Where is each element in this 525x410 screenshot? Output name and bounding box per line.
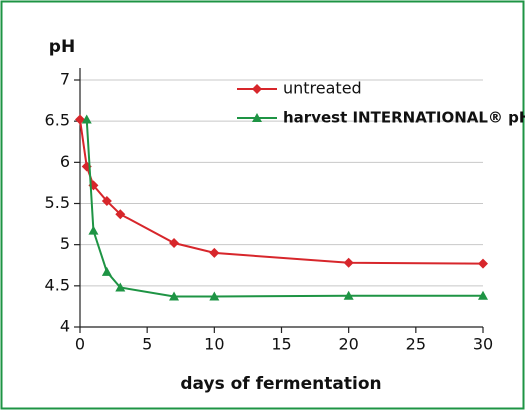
triangle-marker bbox=[169, 291, 180, 301]
y-tick-label: 4 bbox=[60, 317, 70, 336]
x-tick-label: 25 bbox=[406, 335, 426, 354]
diamond-marker bbox=[343, 257, 354, 268]
triangle-marker bbox=[81, 114, 92, 124]
legend-label: harvest INTERNATIONAL® pH bbox=[283, 109, 525, 127]
diamond-marker bbox=[75, 114, 85, 125]
y-tick-label: 6.5 bbox=[45, 111, 70, 130]
y-tick-label: 4.5 bbox=[45, 275, 70, 294]
triangle-marker bbox=[115, 282, 126, 292]
triangle-marker bbox=[101, 266, 112, 276]
diamond-marker bbox=[101, 196, 112, 207]
triangle-marker bbox=[478, 290, 488, 300]
x-tick-label: 0 bbox=[75, 335, 85, 354]
y-tick-label: 7 bbox=[60, 70, 70, 89]
y-tick-label: 5.5 bbox=[45, 193, 70, 212]
y-tick-label: 6 bbox=[60, 152, 70, 171]
diamond-marker bbox=[252, 84, 262, 94]
triangle-marker bbox=[209, 291, 220, 301]
legend-label: untreated bbox=[283, 79, 362, 98]
x-tick-label: 30 bbox=[473, 335, 493, 354]
line bbox=[85, 119, 483, 298]
diamond-marker bbox=[209, 247, 220, 258]
diamond-marker bbox=[478, 258, 488, 269]
diamond-marker bbox=[169, 238, 180, 249]
y-tick-label: 5 bbox=[60, 234, 70, 253]
triangle-marker bbox=[343, 290, 354, 300]
y-axis-title: pH bbox=[49, 37, 75, 57]
triangle-marker bbox=[88, 225, 99, 235]
x-tick-label: 5 bbox=[142, 335, 152, 354]
x-axis-title: days of fermentation bbox=[180, 374, 381, 394]
triangle-marker bbox=[252, 113, 262, 122]
x-tick-label: 20 bbox=[338, 335, 358, 354]
diamond-marker bbox=[115, 209, 126, 220]
x-tick-label: 10 bbox=[204, 335, 224, 354]
x-tick-label: 15 bbox=[271, 335, 291, 354]
